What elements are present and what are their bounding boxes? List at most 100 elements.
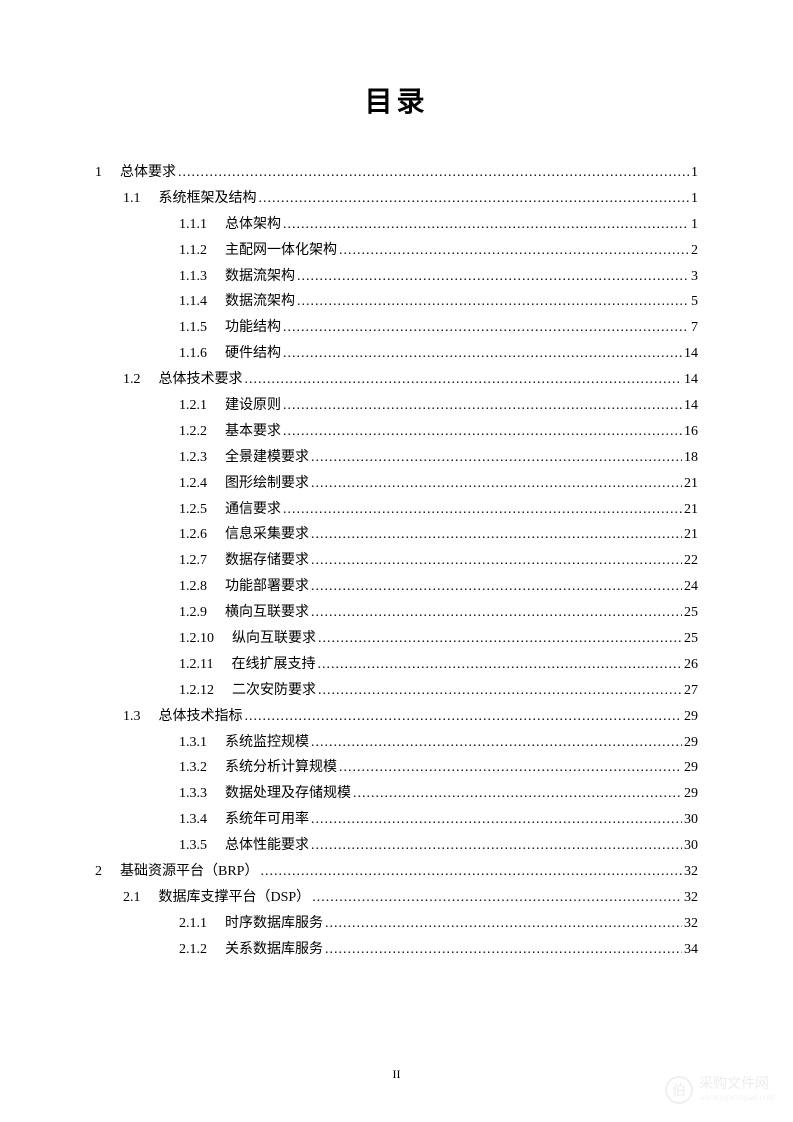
toc-label: 系统年可用率 — [225, 807, 309, 833]
toc-entry: 1.1.6硬件结构14 — [95, 341, 698, 367]
toc-page: 29 — [684, 781, 698, 807]
toc-label: 纵向互联要求 — [232, 626, 316, 652]
toc-label: 通信要求 — [225, 497, 281, 523]
toc-label: 系统监控规模 — [225, 730, 309, 756]
toc-page: 3 — [691, 264, 698, 290]
toc-number: 1.1.4 — [179, 289, 207, 315]
toc-number: 1.2.2 — [179, 419, 207, 445]
toc-label: 数据流架构 — [225, 264, 295, 290]
toc-number: 2.1 — [123, 885, 141, 911]
toc-entry: 1.2.3全景建模要求18 — [95, 445, 698, 471]
toc-label: 功能结构 — [225, 315, 281, 341]
toc-label: 二次安防要求 — [232, 678, 316, 704]
toc-page: 22 — [684, 548, 698, 574]
toc-label: 数据库支撑平台（DSP） — [159, 885, 311, 911]
toc-entry: 1.1.5功能结构7 — [95, 315, 698, 341]
toc-number: 1.3.1 — [179, 730, 207, 756]
toc-label: 系统分析计算规模 — [225, 755, 337, 781]
toc-entry: 1.1.2 主配网一体化架构 2 — [95, 238, 698, 264]
toc-leader-dots — [353, 781, 682, 807]
toc-leader-dots — [339, 238, 689, 264]
toc-number: 1.2 — [123, 367, 141, 393]
toc-page: 18 — [684, 445, 698, 471]
toc-entry: 1.1.3数据流架构3 — [95, 264, 698, 290]
toc-leader-dots — [311, 471, 682, 497]
toc-page: 16 — [684, 419, 698, 445]
toc-number: 1.2.8 — [179, 574, 207, 600]
toc-leader-dots — [325, 937, 682, 963]
toc-leader-dots — [260, 859, 682, 885]
toc-leader-dots — [259, 186, 690, 212]
toc-page: 25 — [684, 600, 698, 626]
toc-page: 32 — [684, 885, 698, 911]
toc-label: 系统框架及结构 — [159, 186, 257, 212]
watermark-url: www.cgwenjian.com — [699, 1093, 775, 1103]
toc-leader-dots — [311, 574, 682, 600]
toc-page: 1 — [691, 160, 698, 186]
toc-leader-dots — [318, 626, 682, 652]
watermark-icon: 伯 — [665, 1076, 693, 1104]
toc-entry: 1.3总体技术指标29 — [95, 704, 698, 730]
toc-label: 在线扩展支持 — [231, 652, 315, 678]
toc-label: 时序数据库服务 — [225, 911, 323, 937]
toc-page: 32 — [684, 859, 698, 885]
toc-entry: 1.2.8功能部署要求24 — [95, 574, 698, 600]
toc-leader-dots — [283, 497, 682, 523]
toc-label: 信息采集要求 — [225, 522, 309, 548]
toc-page: 25 — [684, 626, 698, 652]
toc-leader-dots — [339, 755, 682, 781]
toc-page: 29 — [684, 730, 698, 756]
toc-label: 关系数据库服务 — [225, 937, 323, 963]
toc-page: 26 — [684, 652, 698, 678]
toc-number: 1.3.2 — [179, 755, 207, 781]
toc-leader-dots — [311, 548, 682, 574]
toc-page: 32 — [684, 911, 698, 937]
toc-page: 29 — [684, 704, 698, 730]
toc-page: 5 — [691, 289, 698, 315]
toc-page: 2 — [691, 238, 698, 264]
toc-leader-dots — [317, 652, 682, 678]
toc-leader-dots — [297, 289, 689, 315]
toc-label: 基础资源平台（BRP） — [120, 859, 258, 885]
toc-leader-dots — [283, 419, 682, 445]
toc-page: 1 — [691, 186, 698, 212]
toc-entry: 1.2.6信息采集要求21 — [95, 522, 698, 548]
toc-label: 总体技术要求 — [159, 367, 243, 393]
toc-leader-dots — [283, 393, 682, 419]
toc-leader-dots — [245, 367, 683, 393]
toc-entry: 2.1.1 时序数据库服务 32 — [95, 911, 698, 937]
toc-leader-dots — [178, 160, 689, 186]
toc-leader-dots — [312, 885, 682, 911]
toc-page: 7 — [691, 315, 698, 341]
toc-leader-dots — [245, 704, 683, 730]
toc-entry: 1总体要求1 — [95, 160, 698, 186]
watermark: 伯 采购文件网 www.cgwenjian.com — [665, 1076, 775, 1104]
toc-leader-dots — [311, 833, 682, 859]
toc-label: 总体要求 — [120, 160, 176, 186]
toc-number: 1.2.9 — [179, 600, 207, 626]
toc-number: 2.1.2 — [179, 937, 207, 963]
toc-label: 总体性能要求 — [225, 833, 309, 859]
toc-leader-dots — [311, 600, 682, 626]
toc-number: 1.2.5 — [179, 497, 207, 523]
toc-entry: 1.3.5总体性能要求30 — [95, 833, 698, 859]
watermark-label: 采购文件网 — [699, 1077, 775, 1092]
toc-page: 29 — [684, 755, 698, 781]
toc-leader-dots — [297, 264, 689, 290]
toc-page: 14 — [684, 367, 698, 393]
toc-entry: 1.3.3数据处理及存储规模29 — [95, 781, 698, 807]
toc-number: 2 — [95, 859, 102, 885]
toc-entry: 2.1.2关系数据库服务34 — [95, 937, 698, 963]
toc-number: 2.1.1 — [179, 911, 207, 937]
toc-number: 1.2.7 — [179, 548, 207, 574]
toc-leader-dots — [311, 522, 682, 548]
toc-entry: 1.2.12二次安防要求27 — [95, 678, 698, 704]
watermark-text: 采购文件网 www.cgwenjian.com — [699, 1077, 775, 1102]
toc-label: 主配网一体化架构 — [225, 238, 337, 264]
toc-page: 14 — [684, 393, 698, 419]
toc-number: 1.1.2 — [179, 238, 207, 264]
toc-entry: 1.2.10纵向互联要求25 — [95, 626, 698, 652]
toc-number: 1.3 — [123, 704, 141, 730]
toc-label: 数据流架构 — [225, 289, 295, 315]
toc-leader-dots — [283, 212, 689, 238]
